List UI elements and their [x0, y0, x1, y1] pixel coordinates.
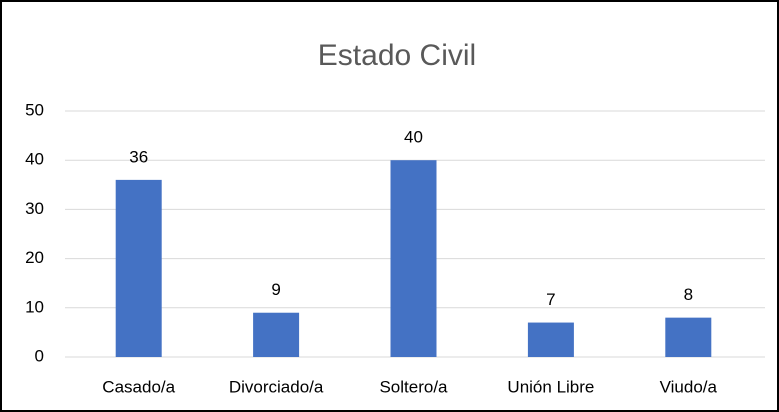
- chart-title: Estado Civil: [318, 39, 476, 72]
- y-tick-label: 40: [25, 150, 44, 169]
- x-tick-label: Divorciado/a: [229, 377, 324, 396]
- x-tick-label: Unión Libre: [507, 377, 594, 396]
- bar: [115, 179, 162, 357]
- y-tick-label: 50: [25, 100, 44, 119]
- bar: [390, 160, 437, 357]
- data-label: 36: [129, 147, 148, 166]
- bar: [665, 317, 712, 357]
- data-label: 7: [546, 290, 555, 309]
- bar: [527, 322, 574, 357]
- y-tick-label: 0: [35, 346, 44, 365]
- x-tick-label: Casado/a: [102, 377, 175, 396]
- y-tick-label: 10: [25, 297, 44, 316]
- data-label: 40: [404, 128, 423, 147]
- data-label: 9: [271, 280, 280, 299]
- y-tick-label: 30: [25, 199, 44, 218]
- data-label: 8: [684, 285, 693, 304]
- bar: [253, 312, 300, 357]
- x-tick-label: Soltero/a: [379, 377, 448, 396]
- y-tick-label: 20: [25, 248, 44, 267]
- x-tick-label: Viudo/a: [660, 377, 718, 396]
